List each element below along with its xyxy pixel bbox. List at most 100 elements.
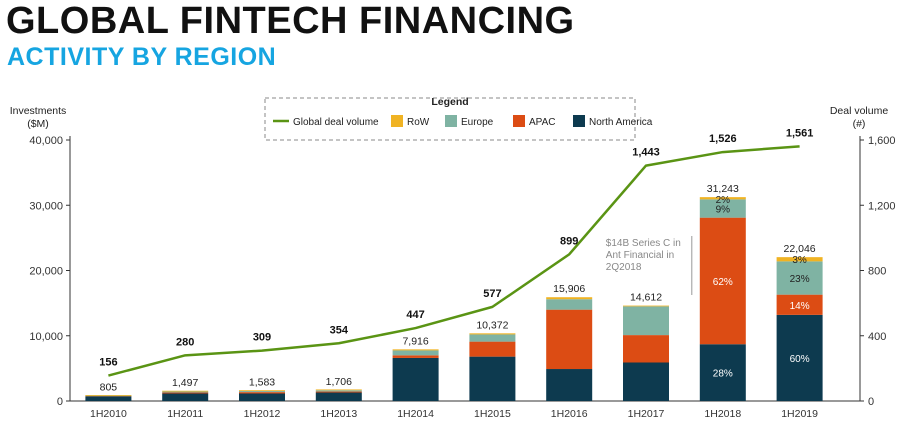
- bar-total-label: 1,706: [326, 376, 352, 388]
- bar-north-america: [315, 392, 362, 401]
- legend-swatch: [391, 115, 403, 127]
- annotation-text: Ant Financial in: [606, 250, 674, 261]
- bar-apac: [776, 294, 823, 315]
- annotation-text: 2Q2018: [606, 262, 642, 273]
- x-tick-label: 1H2012: [244, 408, 281, 420]
- bar-europe: [315, 390, 362, 392]
- bar-row: [546, 297, 593, 300]
- deal-volume-label: 899: [560, 235, 578, 247]
- y-axis-title-right: Deal volume: [830, 105, 889, 117]
- deal-volume-label: 1,443: [632, 147, 660, 159]
- annotation-text: $14B Series C in: [606, 238, 681, 249]
- deal-volume-label: 309: [253, 332, 271, 344]
- x-tick-label: 1H2016: [551, 408, 588, 420]
- legend-swatch: [513, 115, 525, 127]
- bar-total-label: 805: [100, 382, 118, 394]
- legend-item-label: North America: [589, 117, 653, 128]
- deal-volume-label: 354: [330, 324, 349, 336]
- deal-volume-label: 577: [483, 288, 501, 300]
- bar-row: [85, 395, 132, 396]
- legend-item-label: RoW: [407, 117, 430, 128]
- x-tick-label: 1H2019: [781, 408, 818, 420]
- bar-north-america: [623, 362, 669, 401]
- y-tick-label-left: 20,000: [29, 266, 63, 278]
- segment-percent-label: 9%: [716, 205, 731, 216]
- y-tick-label-right: 400: [868, 331, 886, 343]
- y-tick-label-right: 0: [868, 396, 874, 408]
- x-tick-label: 1H2015: [474, 408, 511, 420]
- bar-apac: [239, 392, 285, 394]
- y-tick-label-left: 0: [57, 396, 63, 408]
- y-tick-label-right: 1,200: [868, 200, 896, 212]
- bar-row: [392, 349, 439, 351]
- y-axis-title-left: ($M): [27, 118, 49, 130]
- y-tick-label-right: 1,600: [868, 135, 896, 147]
- segment-percent-label: 62%: [713, 277, 733, 288]
- deal-volume-label: 280: [176, 336, 194, 348]
- deal-volume-line: [108, 145, 800, 377]
- chart-subtitle: ACTIVITY BY REGION: [7, 43, 277, 71]
- bar-north-america: [85, 396, 132, 401]
- bar-north-america: [546, 369, 593, 401]
- x-tick-label: 1H2011: [167, 408, 203, 420]
- segment-percent-label: 28%: [713, 369, 733, 380]
- bar-total-label: 1,583: [249, 377, 275, 389]
- bar-europe: [776, 261, 823, 295]
- legend-swatch: [573, 115, 585, 127]
- y-tick-label-left: 30,000: [29, 200, 63, 212]
- bar-apac: [162, 392, 209, 394]
- chart-title: GLOBAL FINTECH FINANCING: [6, 0, 575, 42]
- bar-north-america: [392, 357, 439, 401]
- bar-europe: [469, 334, 516, 342]
- bar-apac: [546, 309, 593, 370]
- deal-volume-label: 1,561: [786, 127, 814, 139]
- bar-apac: [699, 217, 746, 345]
- x-tick-label: 1H2010: [90, 408, 127, 420]
- bar-total-label: 31,243: [707, 183, 739, 195]
- bar-europe: [162, 391, 209, 393]
- legend-item-label: Europe: [461, 117, 494, 128]
- bar-apac: [392, 355, 439, 358]
- x-tick-label: 1H2013: [320, 408, 357, 420]
- bar-north-america: [162, 393, 209, 401]
- bar-apac: [315, 391, 362, 393]
- bar-total-label: 22,046: [784, 243, 816, 255]
- deal-volume-label: 447: [406, 309, 424, 321]
- bar-north-america: [699, 344, 746, 401]
- deal-volume-label: 156: [99, 357, 117, 369]
- segment-percent-label: 2%: [716, 195, 731, 206]
- legend-item-label: Global deal volume: [293, 117, 379, 128]
- bar-row: [162, 390, 209, 392]
- legend-title: Legend: [431, 96, 468, 108]
- segment-percent-label: 60%: [790, 354, 810, 365]
- bar-north-america: [776, 314, 823, 401]
- y-tick-label-left: 40,000: [29, 135, 63, 147]
- y-axis-title-right: (#): [853, 118, 866, 130]
- x-tick-label: 1H2014: [397, 408, 434, 420]
- bar-total-label: 14,612: [630, 292, 662, 304]
- bar-europe: [392, 350, 439, 356]
- bar-europe: [699, 199, 746, 218]
- bar-total-label: 15,906: [553, 283, 585, 295]
- bar-north-america: [469, 356, 516, 401]
- legend-item-label: APAC: [529, 117, 556, 128]
- bar-total-label: 1,497: [172, 377, 198, 389]
- y-tick-label-left: 10,000: [29, 331, 63, 343]
- bar-apac: [623, 335, 669, 363]
- legend-swatch: [445, 115, 457, 127]
- bar-row: [469, 333, 516, 335]
- bar-europe: [239, 391, 285, 393]
- bar-row: [315, 389, 362, 391]
- segment-percent-label: 14%: [790, 301, 810, 312]
- bar-north-america: [239, 393, 285, 401]
- segment-percent-label: 3%: [792, 255, 807, 266]
- deal-volume-label: 1,526: [709, 133, 737, 145]
- bar-row: [239, 390, 285, 392]
- y-axis-title-left: Investments: [10, 105, 67, 117]
- bar-total-label: 7,916: [402, 335, 428, 347]
- y-tick-label-right: 800: [868, 266, 886, 278]
- x-tick-label: 1H2017: [628, 408, 665, 420]
- bar-row: [699, 197, 746, 200]
- bar-total-label: 10,372: [476, 319, 508, 331]
